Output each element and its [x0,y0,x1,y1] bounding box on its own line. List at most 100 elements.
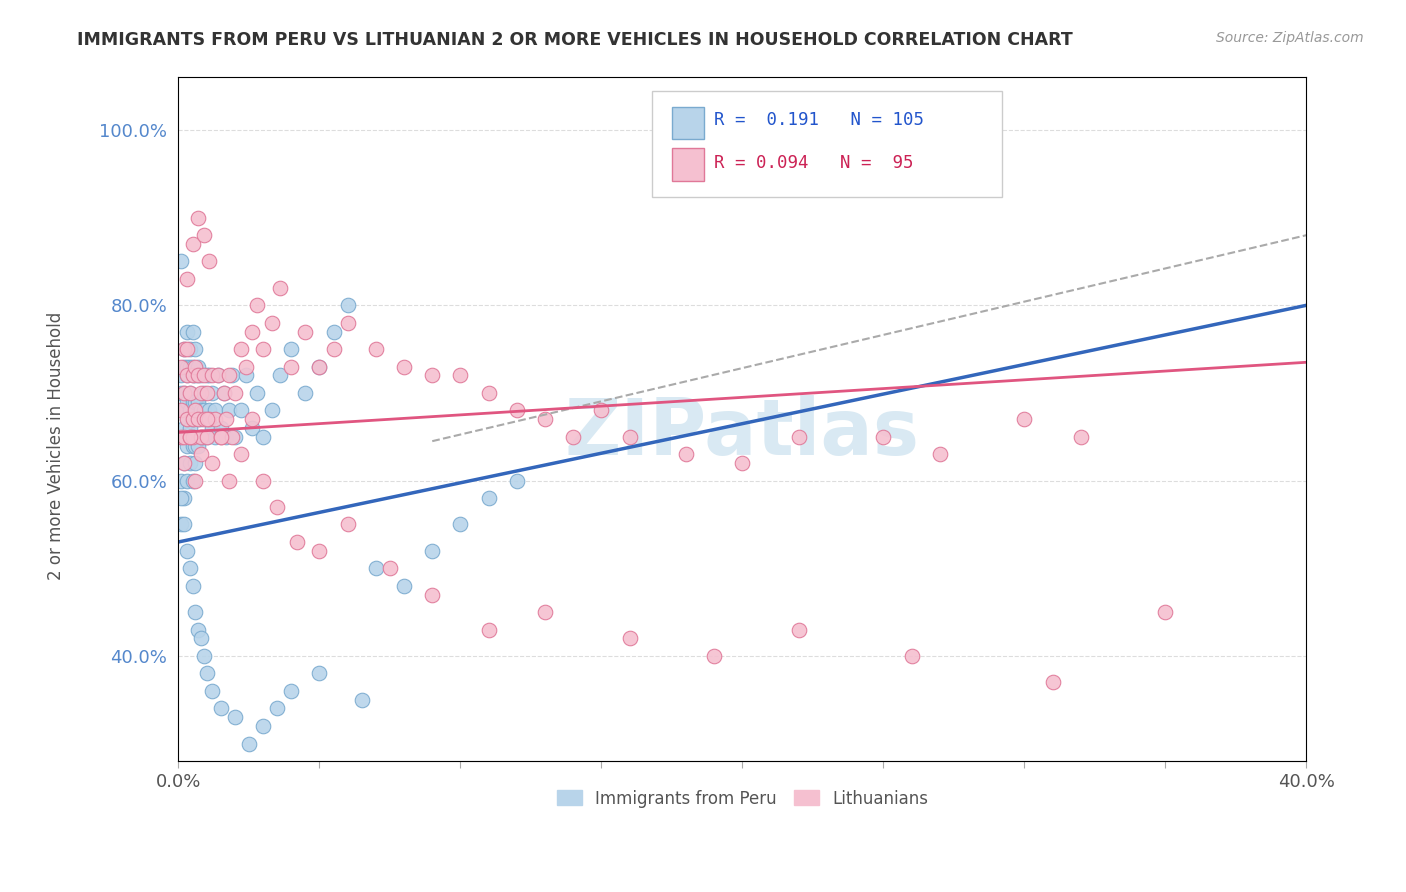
Point [176,474,198,488]
Point [364,561,387,575]
Point [204,412,226,426]
Point [193,228,215,243]
Point [420,368,443,383]
Point [195,412,218,426]
Point [218,403,240,417]
Point [179,561,201,575]
Point [478,491,501,505]
Point [190,430,212,444]
Point [260,403,283,417]
Point [209,430,232,444]
Point [173,386,195,401]
Point [195,412,218,426]
Point [872,430,894,444]
Point [170,430,193,444]
Point [195,430,218,444]
Point [170,368,193,383]
Point [176,394,198,409]
Point [215,430,238,444]
Point [181,430,204,444]
Point [308,543,330,558]
Point [193,430,215,444]
Point [378,561,401,575]
Point [170,474,193,488]
Point [534,605,557,619]
Point [181,438,204,452]
Point [190,430,212,444]
Point [176,368,198,383]
Point [280,359,302,374]
Legend: Immigrants from Peru, Lithuanians: Immigrants from Peru, Lithuanians [550,783,935,814]
Point [176,368,198,383]
Point [928,447,950,461]
Point [308,359,330,374]
Point [195,386,218,401]
Point [322,342,344,356]
Text: ZIPatlas: ZIPatlas [565,395,920,471]
Point [173,491,195,505]
Point [179,386,201,401]
Point [170,517,193,532]
Point [224,430,246,444]
Point [184,359,207,374]
Point [190,386,212,401]
Point [179,359,201,374]
Point [201,421,224,435]
Point [269,368,291,383]
Point [420,588,443,602]
Point [246,298,269,312]
Point [420,543,443,558]
Point [449,368,471,383]
Point [1070,430,1092,444]
Point [179,430,201,444]
Point [280,684,302,698]
Point [201,456,224,470]
Point [176,543,198,558]
Point [215,412,238,426]
Point [181,412,204,426]
FancyBboxPatch shape [672,107,704,139]
Point [209,421,232,435]
Point [187,368,209,383]
Point [181,359,204,374]
FancyBboxPatch shape [652,91,1002,197]
Point [176,342,198,356]
Point [364,342,387,356]
Point [181,237,204,252]
Point [212,386,235,401]
Point [392,579,415,593]
Point [179,456,201,470]
Point [619,632,641,646]
Point [1211,806,1233,821]
Point [173,421,195,435]
Point [229,342,252,356]
Point [204,430,226,444]
Point [173,456,195,470]
Point [170,491,193,505]
Point [731,456,754,470]
Point [201,368,224,383]
Point [209,430,232,444]
Point [190,368,212,383]
Point [193,368,215,383]
Point [184,438,207,452]
Point [218,474,240,488]
Point [238,737,260,751]
Point [184,403,207,417]
Point [179,386,201,401]
Point [198,403,221,417]
Point [179,421,201,435]
Point [187,359,209,374]
Point [195,430,218,444]
Point [173,430,195,444]
Point [294,386,316,401]
Point [179,403,201,417]
Point [246,386,269,401]
Point [193,386,215,401]
Point [187,412,209,426]
Point [184,342,207,356]
Point [179,430,201,444]
Point [266,701,288,715]
Point [176,412,198,426]
Point [350,692,373,706]
